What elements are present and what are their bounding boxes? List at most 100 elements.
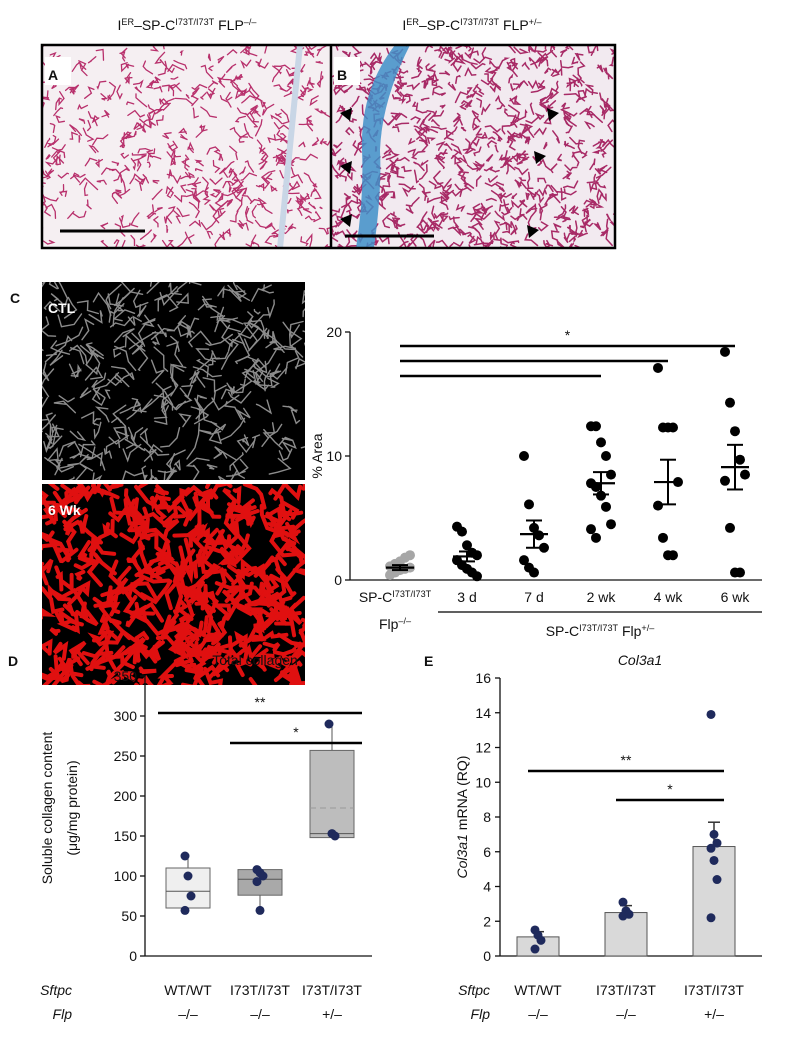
tissue-strand	[43, 300, 61, 312]
tissue-strand	[598, 192, 607, 202]
tissue-strand	[155, 115, 164, 126]
tissue-strand	[119, 142, 125, 148]
tissue-strand	[225, 91, 233, 102]
tissue-strand	[130, 234, 136, 247]
tissue-strand	[537, 51, 549, 67]
tissue-strand	[398, 69, 409, 74]
tissue-strand	[468, 138, 477, 151]
point	[735, 454, 745, 465]
point	[730, 426, 740, 437]
tissue-strand	[80, 410, 100, 426]
tissue-strand	[608, 56, 615, 67]
tissue-strand	[76, 300, 100, 315]
tissue-strand	[69, 88, 76, 95]
tissue-strand	[226, 49, 238, 56]
tissue-strand	[227, 391, 252, 404]
tissue-strand	[411, 67, 423, 79]
tissue-strand	[157, 659, 185, 679]
tissue-strand	[298, 141, 306, 148]
tissue-strand	[241, 95, 256, 104]
tissue-strand	[46, 423, 61, 444]
tissue-strand	[510, 240, 520, 246]
tissue-strand	[127, 130, 137, 139]
tissue-strand	[599, 105, 605, 114]
tissue-strand	[391, 94, 401, 100]
tissue-strand	[153, 484, 169, 497]
tissue-strand	[173, 59, 188, 70]
tissue-strand	[120, 645, 141, 670]
tissue-strand	[244, 160, 255, 173]
tissue-strand	[304, 215, 316, 221]
row-label: Sftpc	[458, 982, 490, 998]
tissue-strand	[418, 163, 428, 181]
text-part: I73T/I73T	[460, 17, 499, 27]
tissue-strand	[42, 567, 49, 586]
tissue-strand	[484, 73, 494, 86]
tissue-strand	[42, 239, 56, 245]
tissue-strand	[472, 123, 480, 131]
tissue-strand	[596, 64, 604, 73]
tissue-strand	[560, 187, 567, 201]
tissue-strand	[256, 197, 267, 206]
tissue-strand	[225, 533, 250, 558]
tissue-strand	[134, 682, 140, 685]
tissue-strand	[220, 386, 235, 400]
tissue-strand	[276, 632, 305, 648]
tissue-strand	[130, 212, 140, 228]
tissue-strand	[255, 399, 273, 415]
tissue-strand	[77, 103, 89, 110]
tissue-strand	[538, 187, 547, 198]
tissue-strand	[225, 474, 234, 477]
tissue-strand	[439, 70, 451, 76]
tissue-strand	[106, 484, 124, 491]
tissue-strand	[171, 154, 176, 166]
tissue-strand	[577, 73, 585, 84]
tissue-strand	[136, 304, 147, 319]
tissue-strand	[191, 524, 208, 538]
tissue-strand	[581, 215, 590, 233]
tissue-strand	[179, 662, 208, 676]
tissue-strand	[514, 166, 529, 176]
tissue-strand	[442, 214, 449, 222]
tissue-strand	[571, 150, 586, 158]
tissue-strand	[343, 192, 351, 200]
tissue-strand	[416, 56, 422, 67]
tissue-strand	[78, 61, 87, 70]
tissue-strand	[156, 671, 174, 685]
tissue-strand	[545, 239, 554, 247]
tissue-strand	[141, 314, 156, 328]
tissue-strand	[595, 139, 603, 149]
tissue-strand	[236, 437, 256, 454]
tissue-strand	[544, 100, 557, 113]
text-part: FLP	[499, 17, 529, 33]
tissue-strand	[54, 565, 74, 593]
x-tick-label: +/–	[704, 1006, 724, 1022]
tissue-strand	[214, 231, 227, 248]
tissue-strand	[568, 77, 576, 92]
tissue-strand	[264, 223, 276, 231]
tissue-strand	[389, 171, 405, 179]
tissue-strand	[159, 495, 171, 508]
tissue-strand	[236, 107, 255, 116]
pleura	[277, 45, 303, 248]
tissue-strand	[267, 377, 280, 388]
tissue-strand	[452, 241, 464, 247]
tissue-strand	[547, 195, 561, 204]
tissue-strand	[499, 222, 513, 229]
tissue-strand	[341, 202, 353, 213]
tissue-strand	[177, 327, 195, 338]
tissue-strand	[237, 327, 260, 346]
tissue-strand	[126, 406, 143, 420]
tissue-strand	[511, 193, 518, 200]
tissue-strand	[197, 489, 213, 507]
tissue-strand	[239, 166, 246, 175]
tissue-strand	[556, 238, 565, 248]
tissue-strand	[419, 211, 428, 231]
tissue-strand	[122, 470, 145, 480]
tissue-strand	[78, 514, 89, 534]
tissue-strand	[450, 151, 459, 160]
tissue-strand	[398, 94, 407, 105]
tissue-strand	[186, 422, 201, 460]
tissue-strand	[563, 188, 577, 196]
tissue-strand	[315, 60, 324, 64]
